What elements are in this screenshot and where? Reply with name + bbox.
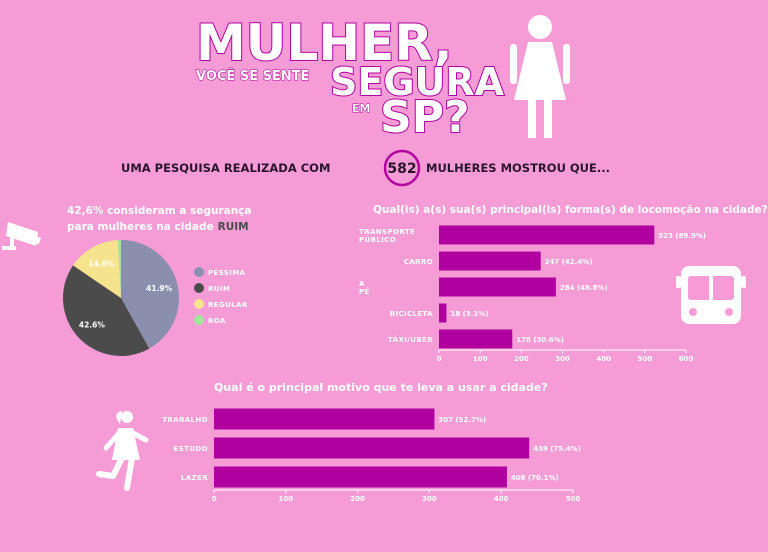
headline-number-circle <box>383 149 421 187</box>
locomocao-category-a-pe: A PÉ <box>359 280 370 296</box>
motivo-tick-label: 200 <box>350 495 365 503</box>
title-sp: SP? <box>380 92 469 143</box>
locomocao-bar-carro <box>439 251 541 271</box>
locomocao-category-transporte-publico: TRANSPORTE PÚBLICO <box>359 228 415 244</box>
headline: UMA PESQUISA REALIZADA COM 582 MULHERES … <box>121 149 610 187</box>
running-woman-icon <box>96 411 149 491</box>
locomocao-bar-transporte-publico <box>439 225 655 245</box>
legend-swatch-regular <box>194 299 204 309</box>
motivo-bar-lazer <box>214 466 507 488</box>
motivo-data-label-trabalho: 307 (52.7%) <box>438 416 486 424</box>
bar-chart-locomocao-title: Qual(is) a(s) sua(s) principal(is) forma… <box>373 204 768 216</box>
locomocao-tick-label: 300 <box>555 355 570 363</box>
motivo-tick-label: 500 <box>566 495 581 503</box>
camera-icon <box>2 222 41 250</box>
pie-title-highlight: RUIM <box>218 221 249 233</box>
pie-slice-label-ruim: 42.6% <box>79 321 106 330</box>
motivo-data-label-estudo: 439 (75.4%) <box>533 445 581 453</box>
bar-chart-locomocao-bars: 0 100 200 300 400 500 600 TRANSPORTE PÚBLICO 523 … <box>359 225 706 363</box>
pie-slice-label-regular: 14.6% <box>89 260 116 269</box>
headline-suffix: MULHERES MOSTROU QUE... <box>426 161 610 175</box>
locomocao-bar-taxi-uber <box>439 329 513 349</box>
title-block: MULHER, VOCÊ SE SENTE SEGURA EM SP? <box>195 13 506 144</box>
pie-title-line2-text: para mulheres na cidade <box>67 221 214 233</box>
locomocao-bar-a-pe <box>439 277 556 297</box>
legend-label-boa: BOA <box>208 317 226 325</box>
locomocao-data-label-transporte-publico: 523 (89.9%) <box>658 232 706 240</box>
title-em: EM <box>352 102 370 115</box>
legend-swatch-pessima <box>194 267 204 277</box>
pie-slices: 41.9% 42.6% 14.6% <box>62 240 180 357</box>
woman-icon <box>510 15 570 138</box>
locomocao-category-carro: CARRO <box>404 258 433 266</box>
bus-icon <box>676 266 746 324</box>
motivo-tick-label: 400 <box>494 495 509 503</box>
pie-legend: PÉSSIMA RUIM REGULAR BOA <box>194 267 248 325</box>
pie-title-line1: 42,6% consideram a segurança <box>67 205 252 217</box>
legend-label-regular: REGULAR <box>208 301 248 309</box>
headline-number: 582 <box>387 161 416 177</box>
locomocao-tick-label: 200 <box>514 355 529 363</box>
locomocao-tick-label: 400 <box>596 355 611 363</box>
pie-slice-boa <box>117 240 121 298</box>
title-mulher: MULHER, <box>196 14 453 72</box>
motivo-category-lazer: LAZER <box>181 474 208 482</box>
legend-label-ruim: RUIM <box>208 285 230 293</box>
motivo-bar-estudo <box>214 437 530 459</box>
pie-title-line2: para mulheres na cidade RUIM <box>67 221 249 233</box>
locomocao-tick-label: 0 <box>437 355 442 363</box>
pie-slice-regular <box>73 240 121 298</box>
pie-slice-ruim <box>62 265 150 357</box>
motivo-category-estudo: ESTUDO <box>174 445 208 453</box>
pie-chart: 42,6% consideram a segurança para mulher… <box>62 205 252 357</box>
title-voce-se-sente: VOCÊ SE SENTE <box>196 68 309 84</box>
locomocao-data-label-taxi-uber: 178 (30.6%) <box>516 336 564 344</box>
legend-swatch-boa <box>194 315 204 325</box>
locomocao-tick-label: 100 <box>473 355 488 363</box>
locomocao-category-bicicleta: BICICLETA <box>390 310 433 318</box>
motivo-tick-label: 0 <box>212 495 217 503</box>
bar-chart-locomocao: Qual(is) a(s) sua(s) principal(is) forma… <box>359 204 768 363</box>
motivo-bar-trabalho <box>214 408 435 430</box>
locomocao-data-label-carro: 247 (42.4%) <box>545 258 593 266</box>
headline-prefix: UMA PESQUISA REALIZADA COM <box>121 161 330 175</box>
locomocao-category-taxi-uber: TÁXI/UBER <box>388 335 433 344</box>
locomocao-bar-bicicleta <box>439 303 447 323</box>
legend-swatch-ruim <box>194 283 204 293</box>
bar-chart-motivo-bars: 0 100 200 300 400 500 TRABALHO 307 (52.7%) ESTUD… <box>162 408 581 503</box>
motivo-tick-label: 300 <box>422 495 437 503</box>
legend-label-pessima: PÉSSIMA <box>208 268 246 277</box>
bar-chart-motivo: Qual é o principal motivo que te leva a … <box>162 381 581 503</box>
title-segura: SEGURA <box>330 60 505 104</box>
motivo-data-label-lazer: 408 (70.1%) <box>511 474 559 482</box>
locomocao-data-label-a-pe: 284 (48.8%) <box>560 284 608 292</box>
locomocao-tick-label: 600 <box>679 355 694 363</box>
pie-slice-pessima <box>121 240 180 349</box>
bar-chart-motivo-title: Qual é o principal motivo que te leva a … <box>214 381 548 394</box>
motivo-category-trabalho: TRABALHO <box>162 416 208 424</box>
pie-slice-label-pessima: 41.9% <box>146 284 173 293</box>
locomocao-data-label-bicicleta: 18 (3.1%) <box>450 310 488 318</box>
motivo-tick-label: 100 <box>278 495 293 503</box>
locomocao-tick-label: 500 <box>638 355 653 363</box>
